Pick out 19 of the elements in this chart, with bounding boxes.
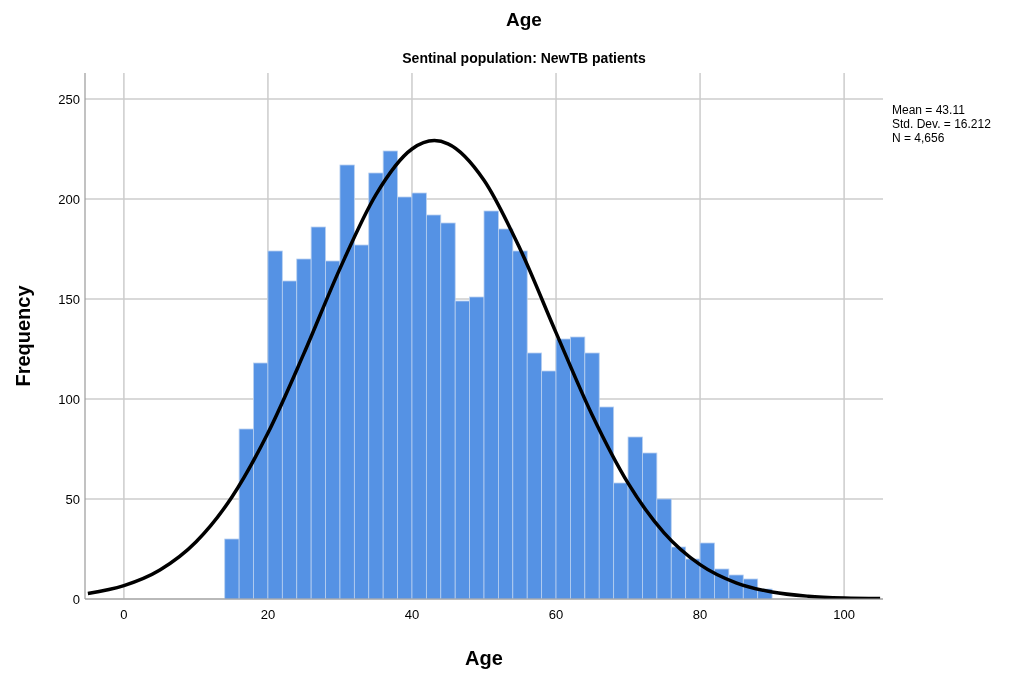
x-tick-label: 40 <box>404 607 420 622</box>
text: Std. Dev. = 16.212 <box>892 117 992 131</box>
x-tick-label: 20 <box>260 607 276 622</box>
y-tick-label: 0 <box>72 591 80 607</box>
y-tick-label: 200 <box>58 191 80 207</box>
chart-title: Age <box>506 9 542 30</box>
x-tick-label: 0 <box>120 607 128 622</box>
y-tick-label: 250 <box>58 91 80 107</box>
x-axis-title: Age <box>465 647 503 669</box>
text: Mean = 43.11 <box>892 103 966 117</box>
y-tick-label: 50 <box>65 491 80 507</box>
x-tick-label: 60 <box>548 607 564 622</box>
chart-subtitle: Sentinal population: NewTB patients <box>402 50 646 66</box>
text: N = 4,656 <box>892 131 945 145</box>
y-tick-label: 150 <box>58 291 80 307</box>
x-tick-label: 80 <box>692 607 708 622</box>
y-tick-label: 100 <box>58 391 80 407</box>
y-axis-title: Frequency <box>12 284 34 387</box>
x-tick-label: 100 <box>833 607 855 622</box>
